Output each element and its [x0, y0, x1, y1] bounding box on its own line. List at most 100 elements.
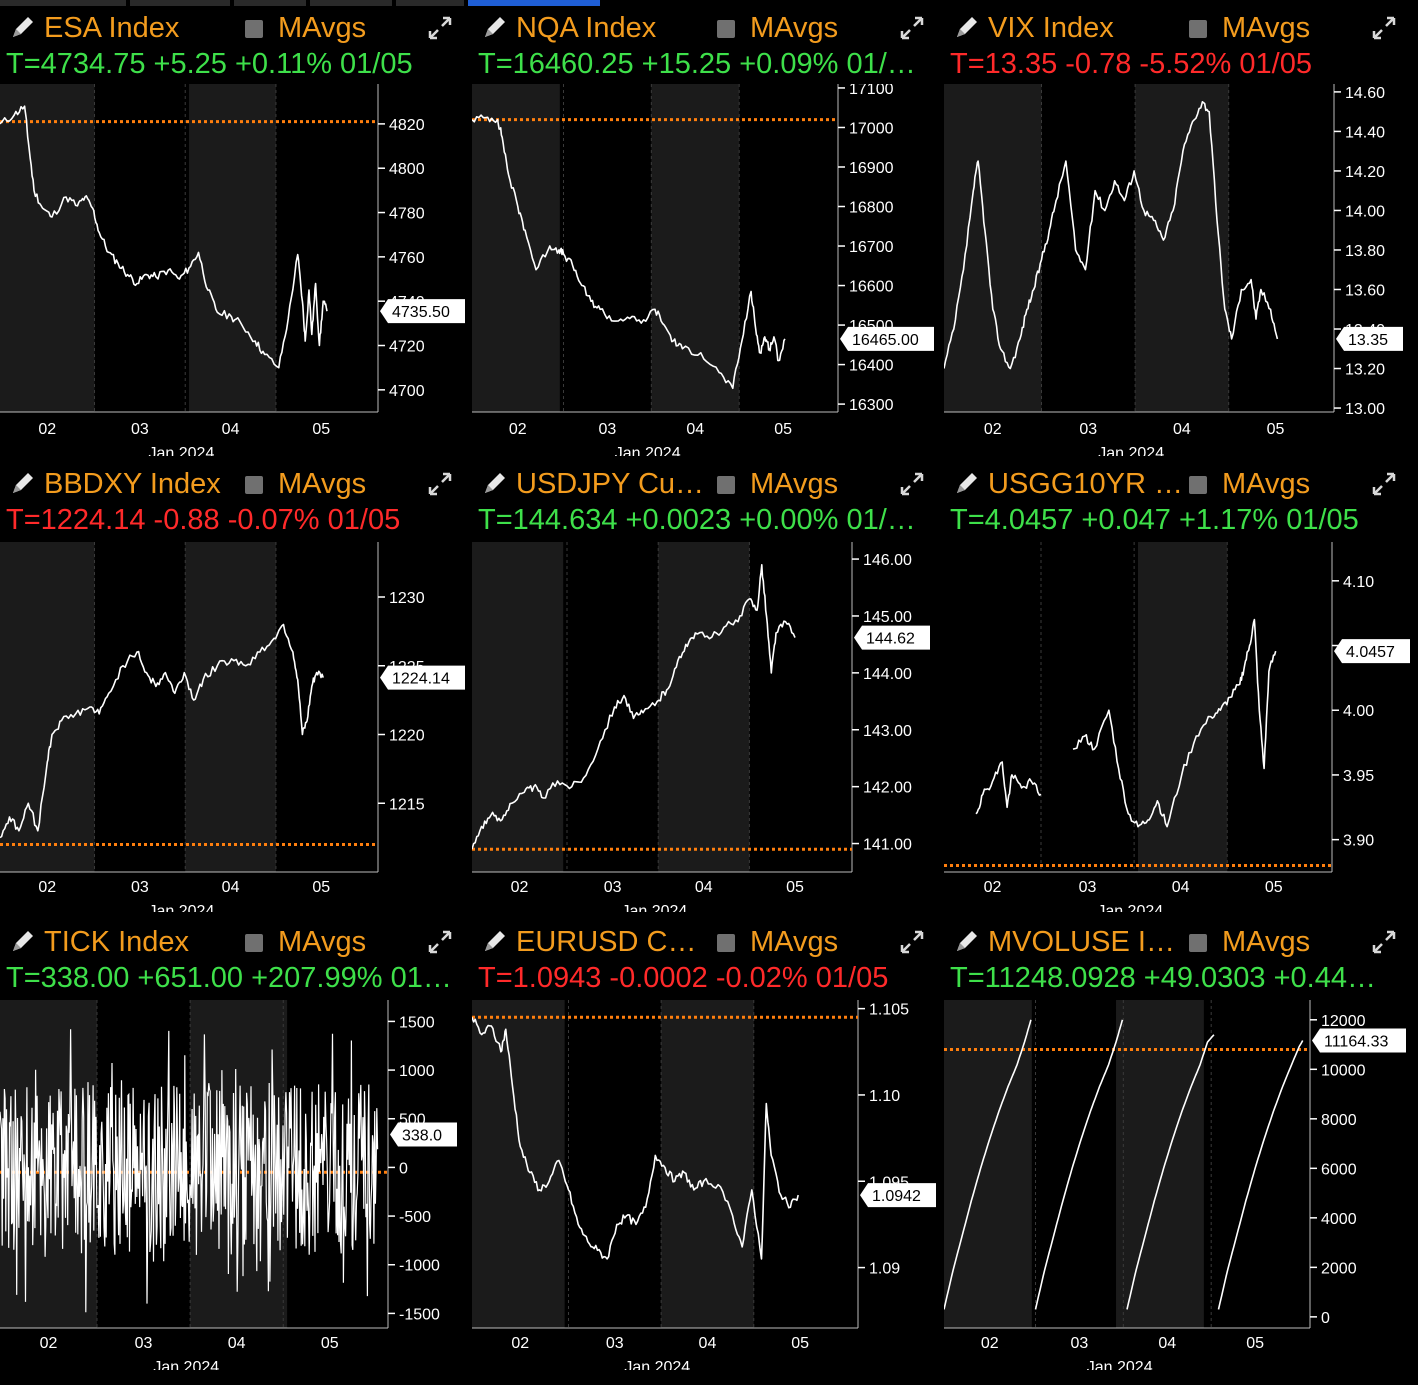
mavgs-checkbox[interactable] [717, 476, 735, 494]
y-tick-label: 13.80 [1345, 243, 1385, 260]
panel-header: USDJPY Cur… MAvgs [472, 464, 944, 504]
tab-segment[interactable] [130, 0, 230, 6]
price-chart[interactable]: 146.00 145.00 144.00 143.00 142.00 141.00 144.… [472, 542, 944, 912]
pencil-icon[interactable] [480, 12, 510, 42]
pencil-icon[interactable] [8, 12, 38, 42]
session-band [658, 542, 750, 872]
session-band [472, 542, 564, 872]
y-tick-label: 0 [399, 1160, 408, 1177]
mavgs-label[interactable]: MAvgs [1222, 468, 1311, 500]
mavgs-label[interactable]: MAvgs [750, 926, 839, 958]
series-line [1072, 618, 1277, 828]
mavgs-checkbox[interactable] [245, 934, 263, 952]
y-tick-label: -500 [399, 1209, 431, 1226]
pencil-icon[interactable] [952, 926, 982, 956]
last-price-tag: 144.62 [854, 625, 930, 650]
security-title[interactable]: MVOLUSE In… [988, 926, 1183, 958]
security-title[interactable]: USDJPY Cur… [516, 468, 711, 500]
expand-icon[interactable] [898, 14, 926, 42]
x-tick-label: 04 [686, 421, 704, 438]
tab-segment-active[interactable] [468, 0, 600, 6]
y-tick-label: 10000 [1321, 1062, 1366, 1079]
y-tick-label: 13.20 [1345, 362, 1385, 379]
mavgs-label[interactable]: MAvgs [278, 468, 367, 500]
y-tick-label: 1230 [389, 590, 425, 607]
x-tick-label: 03 [604, 879, 622, 896]
price-chart[interactable]: 14.6014.4014.2014.0013.8013.6013.4013.20… [944, 84, 1416, 456]
pencil-icon[interactable] [8, 926, 38, 956]
session-band [185, 542, 276, 872]
mavgs-checkbox[interactable] [1189, 476, 1207, 494]
expand-icon[interactable] [1370, 470, 1398, 498]
expand-icon[interactable] [426, 14, 454, 42]
pencil-icon[interactable] [480, 926, 510, 956]
last-price-quote: T=1224.14 -0.88 -0.07% 01/05 [6, 504, 401, 536]
security-title[interactable]: NQA Index [516, 12, 657, 44]
pencil-icon[interactable] [952, 468, 982, 498]
pencil-icon[interactable] [8, 468, 38, 498]
mavgs-checkbox[interactable] [1189, 934, 1207, 952]
security-title[interactable]: VIX Index [988, 12, 1114, 44]
y-tick-label: 4820 [389, 117, 425, 134]
mavgs-checkbox[interactable] [245, 20, 263, 38]
security-title[interactable]: EURUSD Cur… [516, 926, 711, 958]
series-line [944, 101, 1279, 370]
series-line [975, 761, 1042, 815]
price-chart[interactable]: 48204800478047604740472047004735.5002030… [0, 84, 472, 456]
y-tick-label: 144.00 [863, 666, 912, 683]
mavgs-label[interactable]: MAvgs [750, 468, 839, 500]
session-band [1138, 542, 1228, 872]
expand-icon[interactable] [1370, 14, 1398, 42]
security-title[interactable]: USGG10YR I… [988, 468, 1183, 500]
y-tick-label: 12000 [1321, 1013, 1366, 1030]
y-tick-label: 14.20 [1345, 164, 1385, 181]
mavgs-checkbox[interactable] [717, 934, 735, 952]
pencil-icon[interactable] [952, 12, 982, 42]
last-price-quote: T=16460.25 +15.25 +0.09% 01/… [478, 48, 916, 80]
mavgs-label[interactable]: MAvgs [278, 12, 367, 44]
x-tick-label: 05 [786, 879, 804, 896]
security-title[interactable]: ESA Index [44, 12, 180, 44]
tab-segment[interactable] [234, 0, 306, 6]
x-tick-label: 02 [981, 1335, 999, 1352]
mavgs-label[interactable]: MAvgs [278, 926, 367, 958]
x-tick-label: 04 [1158, 1335, 1176, 1352]
expand-icon[interactable] [426, 928, 454, 956]
session-band [944, 1000, 1032, 1328]
tab-segment[interactable] [310, 0, 392, 6]
last-price-tag: 338.0 [390, 1122, 457, 1147]
y-tick-label: 145.00 [863, 609, 912, 626]
y-tick-label: 1.10 [869, 1088, 900, 1105]
security-title[interactable]: TICK Index [44, 926, 190, 958]
security-title[interactable]: BBDXY Index [44, 468, 221, 500]
expand-icon[interactable] [426, 470, 454, 498]
last-price-quote: T=11248.0928 +49.0303 +0.44… [950, 962, 1376, 994]
last-price-tag-label: 144.62 [866, 631, 915, 648]
price-chart[interactable]: 1710017000169001680016700166001650016400… [472, 84, 944, 456]
series-line [472, 114, 786, 390]
mavgs-checkbox[interactable] [1189, 20, 1207, 38]
chart-panel: NQA Index MAvgs T=16460.25 +15.25 +0.09% 0… [472, 0, 944, 456]
mavgs-checkbox[interactable] [245, 476, 263, 494]
expand-icon[interactable] [898, 470, 926, 498]
x-tick-label: 04 [695, 879, 713, 896]
mavgs-checkbox[interactable] [717, 20, 735, 38]
price-chart[interactable]: 12000 10000 8000 6000 4000 2000 0 11164.33 02 03 0… [944, 1000, 1416, 1370]
y-tick-label: 4780 [389, 206, 425, 223]
pencil-icon[interactable] [480, 468, 510, 498]
y-tick-label: 4800 [389, 161, 425, 178]
expand-icon[interactable] [898, 928, 926, 956]
mavgs-label[interactable]: MAvgs [1222, 12, 1311, 44]
tab-segment[interactable] [396, 0, 464, 6]
last-price-tag: 4735.50 [380, 299, 465, 324]
mavgs-label[interactable]: MAvgs [1222, 926, 1311, 958]
expand-icon[interactable] [1370, 928, 1398, 956]
tab-segment[interactable] [0, 0, 126, 6]
mavgs-label[interactable]: MAvgs [750, 12, 839, 44]
x-tick-label: 03 [131, 421, 149, 438]
panel-header: TICK Index MAvgs [0, 922, 472, 962]
